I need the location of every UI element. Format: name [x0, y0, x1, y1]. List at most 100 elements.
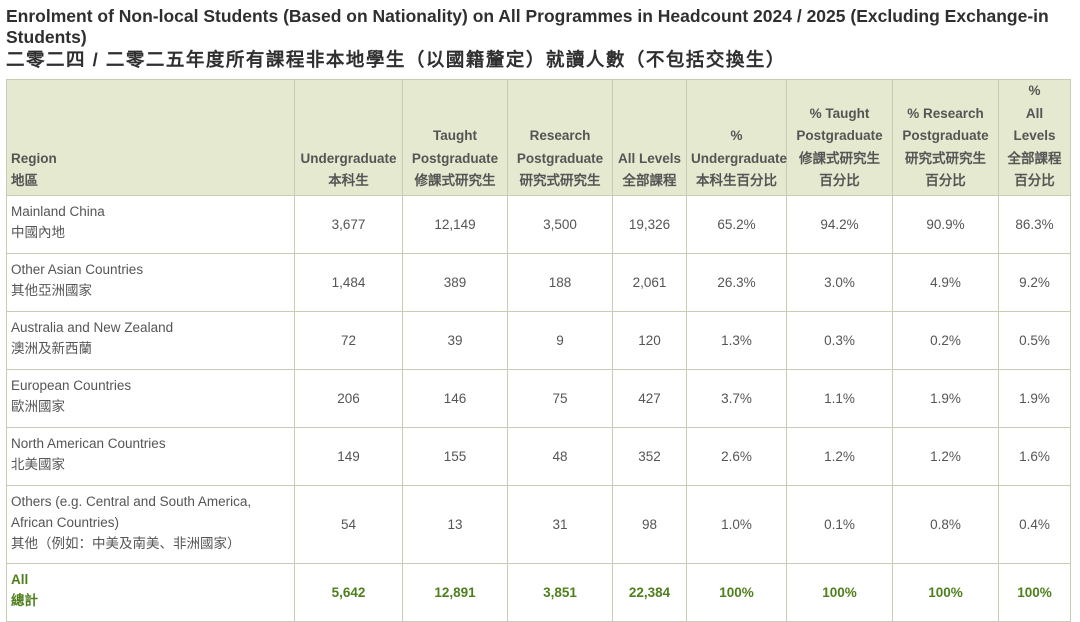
column-header-label-en: Postgraduate	[411, 150, 499, 166]
cell-pct-all-levels: 9.2%	[998, 252, 1071, 312]
cell-pct-research-postgraduate: 0.8%	[892, 484, 999, 564]
region-cell: North American Countries 北美國家	[6, 426, 295, 486]
region-name-en: Others (e.g. Central and South America, …	[11, 493, 252, 530]
column-header-label-zh: 全部課程	[1007, 150, 1062, 166]
cell-pct-research-postgraduate: 0.2%	[892, 310, 999, 370]
column-header-label-en: Undergraduate	[300, 150, 397, 166]
table-row: North American Countries 北美國家 149 155 48…	[6, 426, 1071, 486]
column-header-taught-postgraduate: Taught Postgraduate 修課式研究生	[402, 79, 508, 196]
cell-pct-all-levels: 0.5%	[998, 310, 1071, 370]
cell-pct-undergraduate: 3.7%	[686, 368, 787, 428]
column-header-label-zh: 修課式研究生	[414, 173, 496, 188]
column-header-region: Region 地區	[6, 79, 295, 196]
table-row: European Countries 歐洲國家 206 146 75 427 3…	[6, 368, 1071, 428]
column-header-label-zh: 全部課程	[622, 173, 677, 188]
cell-pct-taught-postgraduate: 3.0%	[786, 252, 893, 312]
enrolment-table: Region 地區 Undergraduate 本科生 Taught Postg…	[6, 79, 1071, 622]
cell-pct-taught-postgraduate: 0.3%	[786, 310, 893, 370]
cell-pct-undergraduate: 1.3%	[686, 310, 787, 370]
region-name-zh: 其他（例如：中美及南美、非洲國家）	[11, 535, 241, 551]
region-name-zh: 澳洲及新西蘭	[11, 340, 92, 356]
region-name-en: North American Countries	[11, 435, 166, 451]
column-header-pct-research-postgraduate: % Research Postgraduate 研究式研究生 百分比	[892, 79, 999, 196]
column-header-label-en: %	[730, 128, 743, 143]
cell-undergraduate: 54	[294, 484, 403, 564]
cell-all-levels: 98	[612, 484, 687, 564]
cell-all-levels: 2,061	[612, 252, 687, 312]
total-all-levels: 22,384	[612, 562, 687, 622]
column-header-label-zh: 百分比	[819, 173, 860, 188]
column-header-label-zh: 研究式研究生	[905, 150, 986, 166]
column-header-label-en: % Research	[907, 105, 984, 121]
column-header-label-zh: 本科生百分比	[696, 173, 777, 188]
cell-research-postgraduate: 75	[507, 368, 613, 428]
column-header-label-en: Postgraduate	[516, 150, 604, 166]
table-header-row: Region 地區 Undergraduate 本科生 Taught Postg…	[6, 79, 1071, 196]
column-header-label-en: All Levels	[617, 150, 682, 166]
region-name-en: Australia and New Zealand	[11, 319, 174, 335]
total-label-zh: 總計	[11, 592, 38, 608]
total-label-en: All	[11, 571, 29, 587]
region-name-en: European Countries	[11, 377, 132, 393]
region-name-en: Mainland China	[11, 203, 105, 219]
region-cell: Australia and New Zealand 澳洲及新西蘭	[6, 310, 295, 370]
cell-all-levels: 427	[612, 368, 687, 428]
cell-pct-research-postgraduate: 1.9%	[892, 368, 999, 428]
cell-all-levels: 19,326	[612, 194, 687, 254]
region-name-zh: 中國內地	[11, 224, 65, 240]
cell-pct-undergraduate: 26.3%	[686, 252, 787, 312]
cell-all-levels: 352	[612, 426, 687, 486]
cell-research-postgraduate: 9	[507, 310, 613, 370]
column-header-pct-taught-postgraduate: % Taught Postgraduate 修課式研究生 百分比	[786, 79, 893, 196]
table-row: Mainland China 中國內地 3,677 12,149 3,500 1…	[6, 194, 1071, 254]
cell-pct-undergraduate: 65.2%	[686, 194, 787, 254]
column-header-label-en: Undergraduate	[691, 150, 788, 166]
total-pct-research-postgraduate: 100%	[892, 562, 999, 622]
cell-pct-all-levels: 1.6%	[998, 426, 1071, 486]
cell-taught-postgraduate: 13	[402, 484, 508, 564]
column-header-pct-undergraduate: % Undergraduate 本科生百分比	[686, 79, 788, 196]
cell-undergraduate: 72	[294, 310, 403, 370]
table-row: Australia and New Zealand 澳洲及新西蘭 72 39 9…	[6, 310, 1071, 370]
column-header-label-zh: 研究式研究生	[519, 173, 601, 188]
region-name-zh: 其他亞洲國家	[11, 282, 92, 298]
cell-pct-research-postgraduate: 90.9%	[892, 194, 999, 254]
cell-undergraduate: 1,484	[294, 252, 403, 312]
cell-pct-taught-postgraduate: 1.1%	[786, 368, 893, 428]
cell-pct-all-levels: 0.4%	[998, 484, 1071, 564]
total-taught-postgraduate: 12,891	[402, 562, 508, 622]
cell-taught-postgraduate: 389	[402, 252, 508, 312]
column-header-label-zh: 百分比	[1014, 173, 1055, 188]
cell-pct-taught-postgraduate: 94.2%	[786, 194, 893, 254]
column-header-label-en: Research	[529, 128, 591, 143]
cell-taught-postgraduate: 155	[402, 426, 508, 486]
region-cell: Others (e.g. Central and South America, …	[6, 484, 295, 564]
cell-undergraduate: 3,677	[294, 194, 403, 254]
cell-research-postgraduate: 188	[507, 252, 613, 312]
total-pct-undergraduate: 100%	[686, 562, 787, 622]
cell-taught-postgraduate: 12,149	[402, 194, 508, 254]
total-label-cell: All 總計	[6, 562, 295, 622]
cell-pct-research-postgraduate: 1.2%	[892, 426, 999, 486]
region-cell: Other Asian Countries 其他亞洲國家	[6, 252, 295, 312]
total-undergraduate: 5,642	[294, 562, 403, 622]
column-header-label-zh: 百分比	[925, 173, 966, 188]
cell-undergraduate: 149	[294, 426, 403, 486]
column-header-all-levels: All Levels 全部課程	[612, 79, 687, 196]
cell-research-postgraduate: 31	[507, 484, 613, 564]
cell-pct-undergraduate: 2.6%	[686, 426, 787, 486]
column-header-label-en: Postgraduate	[796, 128, 883, 143]
cell-pct-all-levels: 1.9%	[998, 368, 1071, 428]
region-cell: European Countries 歐洲國家	[6, 368, 295, 428]
column-header-label-en: %	[1028, 83, 1041, 98]
region-name-zh: 北美國家	[11, 456, 65, 472]
cell-undergraduate: 206	[294, 368, 403, 428]
region-name-en: Other Asian Countries	[11, 261, 144, 277]
total-pct-taught-postgraduate: 100%	[786, 562, 893, 622]
cell-research-postgraduate: 3,500	[507, 194, 613, 254]
column-header-undergraduate: Undergraduate 本科生	[294, 79, 403, 196]
column-header-label-zh: 修課式研究生	[799, 150, 880, 166]
column-header-label-en: Postgraduate	[902, 128, 989, 143]
cell-pct-undergraduate: 1.0%	[686, 484, 787, 564]
